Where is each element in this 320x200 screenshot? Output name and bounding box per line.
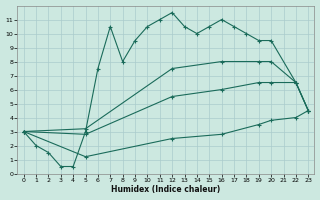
X-axis label: Humidex (Indice chaleur): Humidex (Indice chaleur) (111, 185, 220, 194)
